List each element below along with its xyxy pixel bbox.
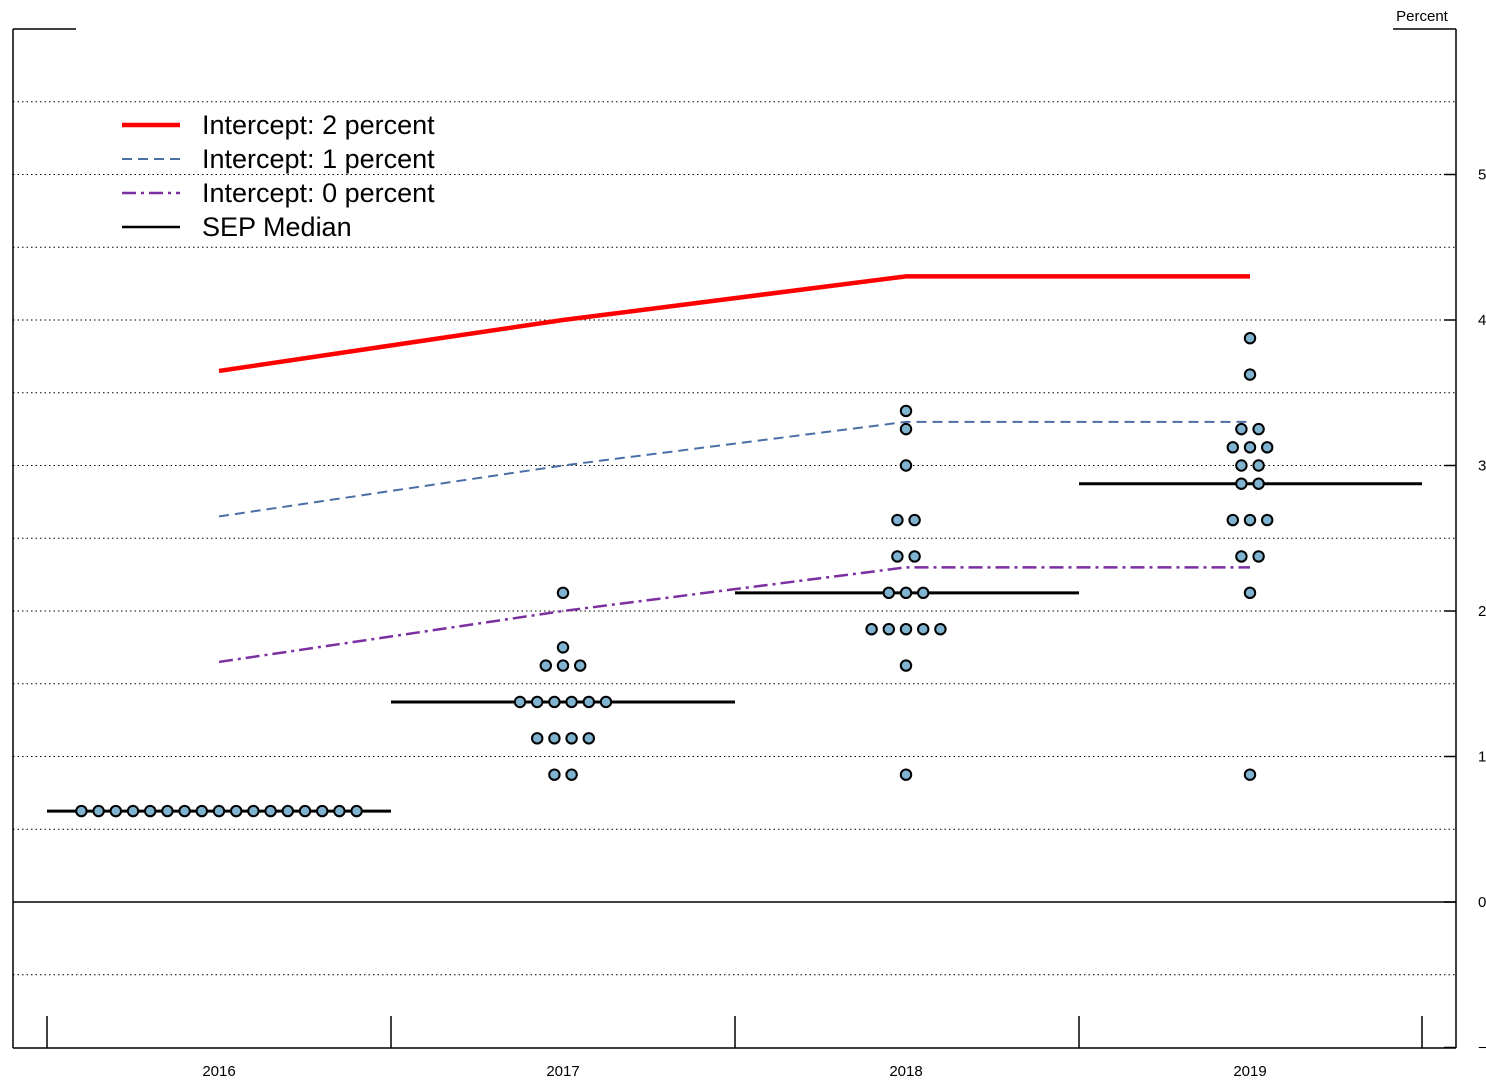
data-dot [556,659,570,672]
data-dot [891,550,904,563]
y-tick-label: 4 [1478,312,1486,329]
legend-label: Intercept: 0 percent [202,178,435,208]
data-dot [908,513,921,527]
data-dot [212,804,226,818]
x-tick-label: 2017 [546,1063,579,1080]
data-dot [917,622,930,636]
data-dot [92,804,105,818]
data-dot [565,695,578,709]
series-line [218,274,1250,374]
data-dot [1243,586,1257,600]
data-dot [109,804,123,818]
data-dot [247,804,260,818]
data-dot [1261,513,1274,527]
data-dot [1243,368,1257,381]
series-line [218,566,1250,664]
data-dot [126,804,140,818]
data-dot [1252,477,1265,490]
data-dot [556,641,570,654]
data-dot [865,622,878,636]
data-dot [574,659,587,672]
data-dot [75,804,88,818]
y-tick-label: −1 [1478,1040,1486,1057]
data-dot [1261,441,1274,454]
data-dot [565,732,578,745]
legend-label: Intercept: 1 percent [202,144,435,174]
data-dot [1243,768,1257,781]
data-dot [531,695,544,709]
data-dot [1235,422,1248,436]
data-dot [1235,477,1248,490]
data-dot [917,586,930,600]
data-dot [333,804,346,818]
data-dot [1226,441,1240,454]
data-dot [882,622,895,636]
x-tick-label: 2019 [1233,1063,1266,1080]
data-dot [316,804,329,818]
y-tick-label: 1 [1478,749,1486,766]
data-dot [899,459,913,472]
data-dot [899,404,913,418]
data-dot [230,804,243,818]
data-dot [144,804,157,818]
data-dot [1252,422,1265,436]
legend-label: SEP Median [202,212,352,242]
data-dot [1226,513,1240,527]
data-dot [281,804,294,818]
data-dot [891,513,904,527]
data-dot [350,804,363,818]
data-dot [1235,550,1248,563]
y-tick-label: 2 [1478,603,1486,620]
data-dot [1243,513,1257,527]
y-unit-label: Percent [1396,8,1449,25]
data-dot [1235,459,1248,472]
data-dot [582,695,595,709]
data-dot [899,422,913,436]
x-tick-label: 2018 [889,1063,922,1080]
data-dot [264,804,277,818]
data-dot [298,804,312,818]
data-dot [1243,331,1257,345]
data-dot [195,804,209,818]
data-dot [548,695,561,709]
data-dot [539,659,552,672]
y-tick-label: 0 [1478,894,1486,911]
data-dot [899,659,913,672]
data-dot [556,586,570,600]
x-tick-label: 2016 [202,1063,235,1080]
data-dot [565,768,578,781]
data-dot [582,732,595,745]
data-dot [899,768,913,781]
y-tick-label: 5 [1478,167,1486,184]
data-dot [599,695,613,709]
data-dot [531,732,544,745]
series-line [218,420,1250,518]
legend-label: Intercept: 2 percent [202,110,435,140]
data-dot [513,695,527,709]
data-dot [1252,459,1265,472]
data-dot [934,622,947,636]
data-dot [161,804,174,818]
data-dot [882,586,895,600]
data-dot [899,622,913,636]
data-dot [548,768,561,781]
data-dot [548,732,561,745]
data-dot [1252,550,1265,563]
data-dot [1243,441,1257,454]
data-dot [908,550,921,563]
y-tick-label: 3 [1478,458,1486,475]
data-dot [899,586,913,600]
data-dot [178,804,191,818]
